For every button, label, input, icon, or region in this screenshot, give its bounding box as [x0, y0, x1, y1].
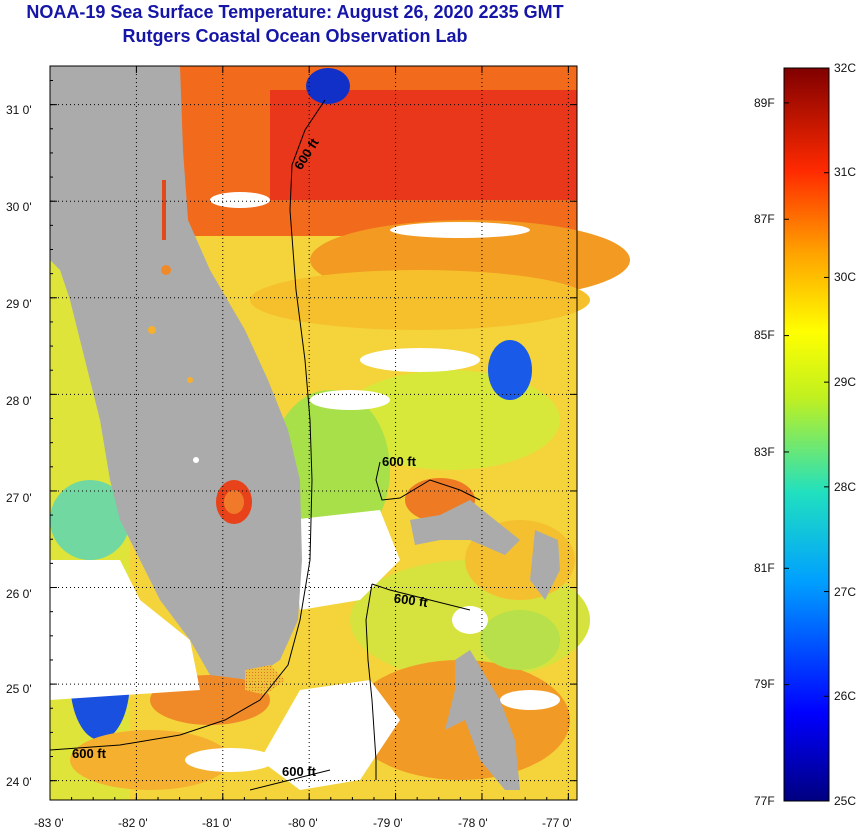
- lon-label: -80 0': [288, 816, 318, 830]
- colorbar-c-label: 26C: [834, 689, 857, 703]
- contour-label: 600 ft: [282, 764, 317, 779]
- axis-ticks: [49, 66, 577, 800]
- contour-label: 600 ft: [72, 746, 107, 761]
- map-subtitle: Rutgers Coastal Ocean Observation Lab: [122, 26, 468, 46]
- colorbar-f-label: 83F: [754, 445, 775, 459]
- colorbar: [783, 67, 830, 802]
- colorbar-f-label: 77F: [754, 794, 775, 808]
- lon-label: -78 0': [458, 816, 488, 830]
- lat-label: 27 0': [6, 491, 32, 505]
- lat-label: 30 0': [6, 200, 32, 214]
- lat-label: 28 0': [6, 394, 32, 408]
- colorbar-c-label: 28C: [834, 480, 857, 494]
- lat-label: 26 0': [6, 587, 32, 601]
- colorbar-f-label: 81F: [754, 561, 775, 575]
- lon-label: -83 0': [34, 816, 64, 830]
- lat-label: 31 0': [6, 103, 32, 117]
- colorbar-c-label: 29C: [834, 375, 857, 389]
- isobath-600ft: [49, 99, 481, 791]
- colorbar-c-label: 27C: [834, 585, 857, 599]
- lon-label: -82 0': [118, 816, 148, 830]
- contour-label: 600 ft: [393, 590, 429, 610]
- lon-label: -81 0': [202, 816, 232, 830]
- lon-label: -77 0': [542, 816, 572, 830]
- colorbar-c-label: 31C: [834, 165, 857, 179]
- colorbar-c-label: 25C: [834, 794, 857, 808]
- lat-label: 24 0': [6, 775, 32, 789]
- map-frame: [49, 65, 578, 801]
- colorbar-ticks: [784, 67, 829, 802]
- map-title: NOAA-19 Sea Surface Temperature: August …: [26, 2, 564, 22]
- lat-label: 29 0': [6, 297, 32, 311]
- lat-label: 25 0': [6, 682, 32, 696]
- colorbar-f-label: 85F: [754, 328, 775, 342]
- land-bahamas: [245, 500, 560, 790]
- colorbar-f-label: 79F: [754, 677, 775, 691]
- contour-label: 600 ft: [382, 454, 417, 469]
- colorbar-c-label: 32C: [834, 61, 857, 75]
- colorbar-f-label: 89F: [754, 96, 775, 110]
- colorbar-c-label: 30C: [834, 270, 857, 284]
- colorbar-f-label: 87F: [754, 212, 775, 226]
- lon-label: -79 0': [373, 816, 403, 830]
